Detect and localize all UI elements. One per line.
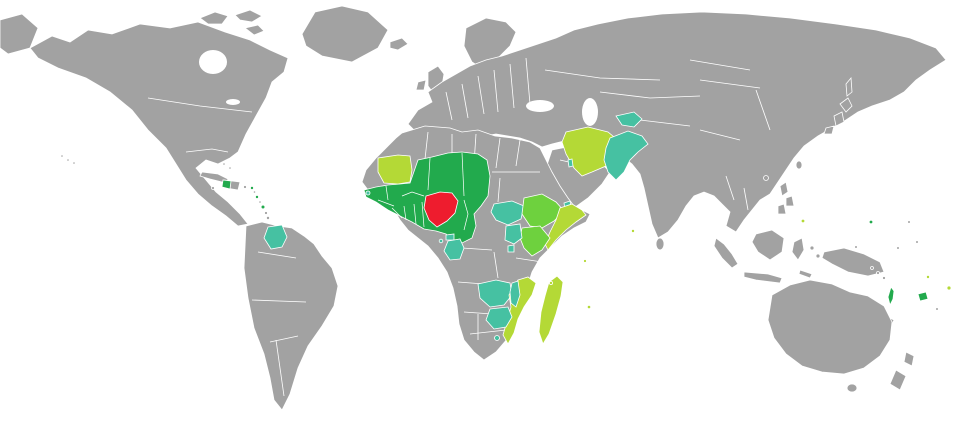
country-tuvalu (926, 274, 931, 279)
country-haiti (221, 179, 232, 190)
country-somalia (544, 203, 587, 251)
country-jamaica (211, 186, 215, 190)
island-hainan (763, 175, 769, 181)
island-timor (798, 269, 813, 279)
country-tajikistan (615, 111, 643, 128)
country-mauritania (377, 154, 413, 185)
country-gabon (443, 238, 465, 261)
country-maldives (631, 228, 636, 233)
country-fiji (917, 291, 929, 302)
country-marshall-islands (907, 220, 911, 224)
country-st-kitts (249, 185, 254, 190)
country-borders (147, 57, 771, 397)
country-sao-tome (438, 238, 444, 244)
arctic-island (234, 9, 263, 23)
west-africa-borders (377, 152, 469, 231)
country-dominica (254, 194, 259, 199)
highlighted-countries (221, 111, 952, 345)
country-equatorial-guinea (445, 233, 455, 241)
island-solomons (870, 266, 874, 270)
country-philippines (777, 203, 787, 215)
island-tasmania (846, 383, 858, 393)
country-philippines (785, 195, 795, 207)
country-south-sudan (490, 200, 525, 226)
country-samoa (946, 285, 952, 291)
great-lakes (226, 99, 240, 105)
island-taiwan (795, 160, 803, 170)
country-ethiopia (521, 193, 565, 229)
antilles-gray-island (264, 211, 268, 215)
country-zimbabwe (485, 306, 513, 330)
lakes (199, 50, 598, 126)
islands-hawaii (72, 161, 76, 165)
country-iceland (389, 37, 409, 51)
island-moluccas (815, 253, 821, 259)
island-solomons (882, 276, 886, 280)
country-mauritius (586, 304, 592, 310)
country-tonga (935, 307, 939, 311)
country-philippines (779, 181, 789, 197)
antilles-gray-island (252, 190, 257, 194)
country-ireland (415, 79, 427, 91)
country-seychelles (583, 259, 587, 263)
continent-north-america (29, 21, 289, 227)
country-vanuatu (887, 286, 895, 307)
country-new-zealand (903, 351, 915, 367)
country-japan (839, 97, 853, 113)
islands-hawaii (60, 154, 64, 158)
country-kenya (519, 225, 551, 257)
country-australia (767, 279, 893, 375)
country-uganda (504, 223, 523, 245)
island-sulawesi (791, 237, 805, 261)
country-guyana (263, 224, 288, 250)
country-bahamas (228, 166, 232, 170)
island-moluccas (809, 245, 815, 251)
islands-hawaii (66, 158, 70, 162)
country-zambia (477, 279, 513, 308)
country-japan (823, 125, 835, 135)
country-trinidad (265, 215, 270, 220)
country-rwanda-burundi (507, 244, 515, 253)
continent-south-america (243, 221, 339, 411)
island-sakhalin (845, 76, 853, 97)
country-pakistan (603, 130, 649, 181)
country-palau (800, 218, 806, 224)
island-new-guinea (821, 247, 885, 277)
country-cape-verde (365, 190, 371, 196)
country-lesotho (494, 335, 500, 341)
country-madagascar (538, 275, 564, 345)
country-nigeria (423, 191, 459, 228)
country-comoros (549, 280, 554, 285)
black-sea (526, 100, 554, 112)
arctic-island (199, 11, 229, 25)
continent-eurasia (407, 11, 947, 239)
country-bahamas (222, 162, 226, 166)
arctic-island (244, 24, 265, 36)
region-scandinavia (463, 17, 517, 71)
hudson-bay (199, 50, 227, 74)
pacific-gray-island (854, 245, 858, 249)
island-borneo (751, 229, 785, 261)
island-java (743, 271, 783, 284)
country-sri-lanka (655, 237, 665, 251)
antilles-gray-island (258, 200, 262, 204)
country-malawi (509, 280, 521, 308)
country-puerto-rico (243, 185, 247, 189)
island-solomons (876, 271, 880, 275)
country-kiribati (915, 240, 919, 244)
island-sumatra (713, 237, 739, 269)
country-qatar (567, 158, 574, 168)
country-nauru (896, 246, 900, 250)
country-barbados (260, 204, 266, 210)
caspian-sea (582, 98, 598, 126)
country-micronesia (868, 219, 874, 225)
country-new-zealand (889, 369, 907, 391)
country-japan (833, 111, 845, 127)
country-greenland (301, 5, 389, 63)
